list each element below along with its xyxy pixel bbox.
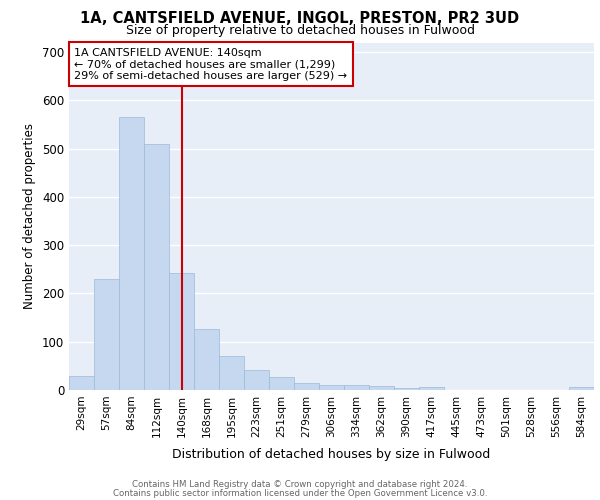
Y-axis label: Number of detached properties: Number of detached properties — [23, 123, 37, 309]
Bar — [169, 273, 194, 390]
Bar — [319, 384, 344, 390]
Bar — [419, 386, 444, 390]
Bar — [294, 383, 319, 390]
X-axis label: Distribution of detached houses by size in Fulwood: Distribution of detached houses by size … — [172, 448, 491, 461]
Text: 1A, CANTSFIELD AVENUE, INGOL, PRESTON, PR2 3UD: 1A, CANTSFIELD AVENUE, INGOL, PRESTON, P… — [80, 11, 520, 26]
Bar — [219, 356, 244, 390]
Bar — [119, 118, 144, 390]
Bar — [394, 388, 419, 390]
Text: Contains HM Land Registry data © Crown copyright and database right 2024.: Contains HM Land Registry data © Crown c… — [132, 480, 468, 489]
Bar — [569, 387, 594, 390]
Bar — [144, 144, 169, 390]
Bar — [269, 378, 294, 390]
Text: 1A CANTSFIELD AVENUE: 140sqm
← 70% of detached houses are smaller (1,299)
29% of: 1A CANTSFIELD AVENUE: 140sqm ← 70% of de… — [74, 48, 347, 81]
Bar — [244, 370, 269, 390]
Text: Contains public sector information licensed under the Open Government Licence v3: Contains public sector information licen… — [113, 488, 487, 498]
Text: Size of property relative to detached houses in Fulwood: Size of property relative to detached ho… — [125, 24, 475, 37]
Bar — [344, 384, 369, 390]
Bar — [69, 376, 94, 390]
Bar — [194, 329, 219, 390]
Bar — [369, 386, 394, 390]
Bar — [94, 279, 119, 390]
